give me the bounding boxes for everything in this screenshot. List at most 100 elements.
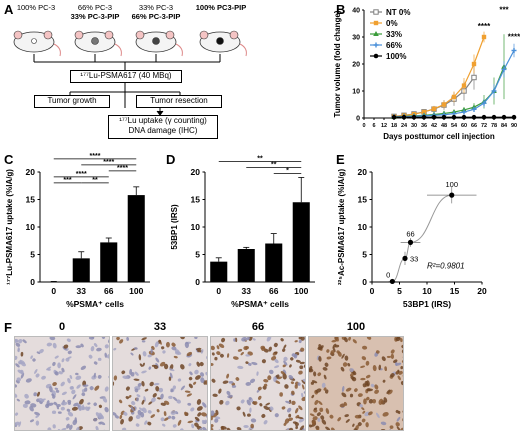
cell-nucleus [194,337,198,340]
cell-nucleus [55,389,60,393]
cell-nucleus [344,337,348,343]
cell-nucleus [154,341,159,348]
cell-nucleus [184,411,187,416]
cell-nucleus [141,380,145,387]
cell-nucleus [165,341,170,348]
cell-nucleus [196,399,202,405]
cell-nucleus [114,415,119,419]
cell-nucleus [180,385,186,391]
cell-nucleus [153,364,159,370]
cell-nucleus [215,416,221,420]
cell-nucleus [155,386,160,392]
cell-nucleus [234,337,238,343]
cell-nucleus [211,427,214,430]
cell-nucleus [35,415,39,418]
cell-nucleus [122,375,129,380]
cell-nucleus [87,402,91,405]
cell-nucleus [245,381,252,386]
cell-nucleus [279,392,283,397]
cell-nucleus [162,423,166,427]
data-point [421,109,427,115]
x-tick-label: 6 [372,123,375,129]
cell-nucleus [311,394,315,399]
cell-nucleus [341,386,345,392]
cell-nucleus [93,361,98,365]
cell-nucleus [211,345,215,351]
cell-nucleus [161,346,165,350]
cell-nucleus [225,400,230,406]
cell-nucleus [34,368,38,374]
cell-nucleus [56,403,61,408]
cell-nucleus [147,410,152,414]
cell-nucleus [291,390,295,395]
cell-nucleus [15,421,20,426]
cell-nucleus [242,411,246,417]
cell-nucleus [243,346,248,351]
cell-nucleus [121,370,126,375]
cell-nucleus [261,359,267,364]
cell-nucleus [298,339,302,344]
x-tick-label: 0 [216,286,221,296]
cell-nucleus [70,386,74,390]
cell-nucleus [323,387,327,391]
x-tick-label: 100 [129,286,143,296]
cell-nucleus [299,425,305,430]
cell-nucleus [301,384,305,390]
cell-nucleus [29,419,35,423]
cell-nucleus [268,346,272,352]
cell-nucleus [218,343,225,349]
data-point [411,114,417,120]
y-tick-label: 0 [356,116,360,123]
cell-nucleus [163,417,170,421]
significance-label: **** [90,153,101,160]
cell-nucleus [34,411,41,416]
cell-nucleus [382,379,386,383]
cell-nucleus [51,393,55,397]
x-axis-label: %PSMA⁺ cells [66,299,124,309]
cell-nucleus [168,368,175,372]
x-tick-label: 42 [431,123,437,129]
cell-nucleus [84,387,88,392]
cell-nucleus [352,423,355,427]
cell-nucleus [325,408,330,415]
cell-nucleus [168,395,173,399]
cell-nucleus [222,380,229,384]
mouse-icon [135,30,183,57]
cell-nucleus [41,375,46,380]
cell-nucleus [61,391,67,396]
cell-nucleus [361,356,367,361]
cell-nucleus [295,359,301,363]
cell-nucleus [47,427,52,430]
cell-nucleus [324,362,329,367]
bar [45,282,63,283]
cell-nucleus [194,369,199,375]
cell-nucleus [362,345,368,350]
x-tick-label: 0 [370,286,375,296]
cell-nucleus [352,371,357,376]
cell-nucleus [90,346,95,352]
x-tick-label: 0 [51,286,56,296]
cell-nucleus [326,349,330,353]
bar [265,243,283,282]
data-point [461,106,467,112]
cell-nucleus [352,339,357,344]
cell-nucleus [360,365,365,368]
cell-nucleus [131,401,136,406]
data-point [461,114,467,120]
cell-nucleus [20,362,26,367]
cell-nucleus [93,402,97,407]
y-tick-label: 40 [352,8,360,15]
cell-nucleus [247,362,252,366]
cell-nucleus [345,387,352,392]
cell-nucleus [361,418,366,423]
cell-nucleus [331,427,336,430]
cell-nucleus [67,350,72,355]
tumor-growth-box: Tumor growth [34,95,110,108]
cell-nucleus [362,410,366,414]
cell-nucleus [390,349,395,354]
cell-nucleus [202,402,207,408]
cell-nucleus [39,398,46,402]
significance-label: ** [271,162,277,169]
cell-nucleus [144,420,148,425]
